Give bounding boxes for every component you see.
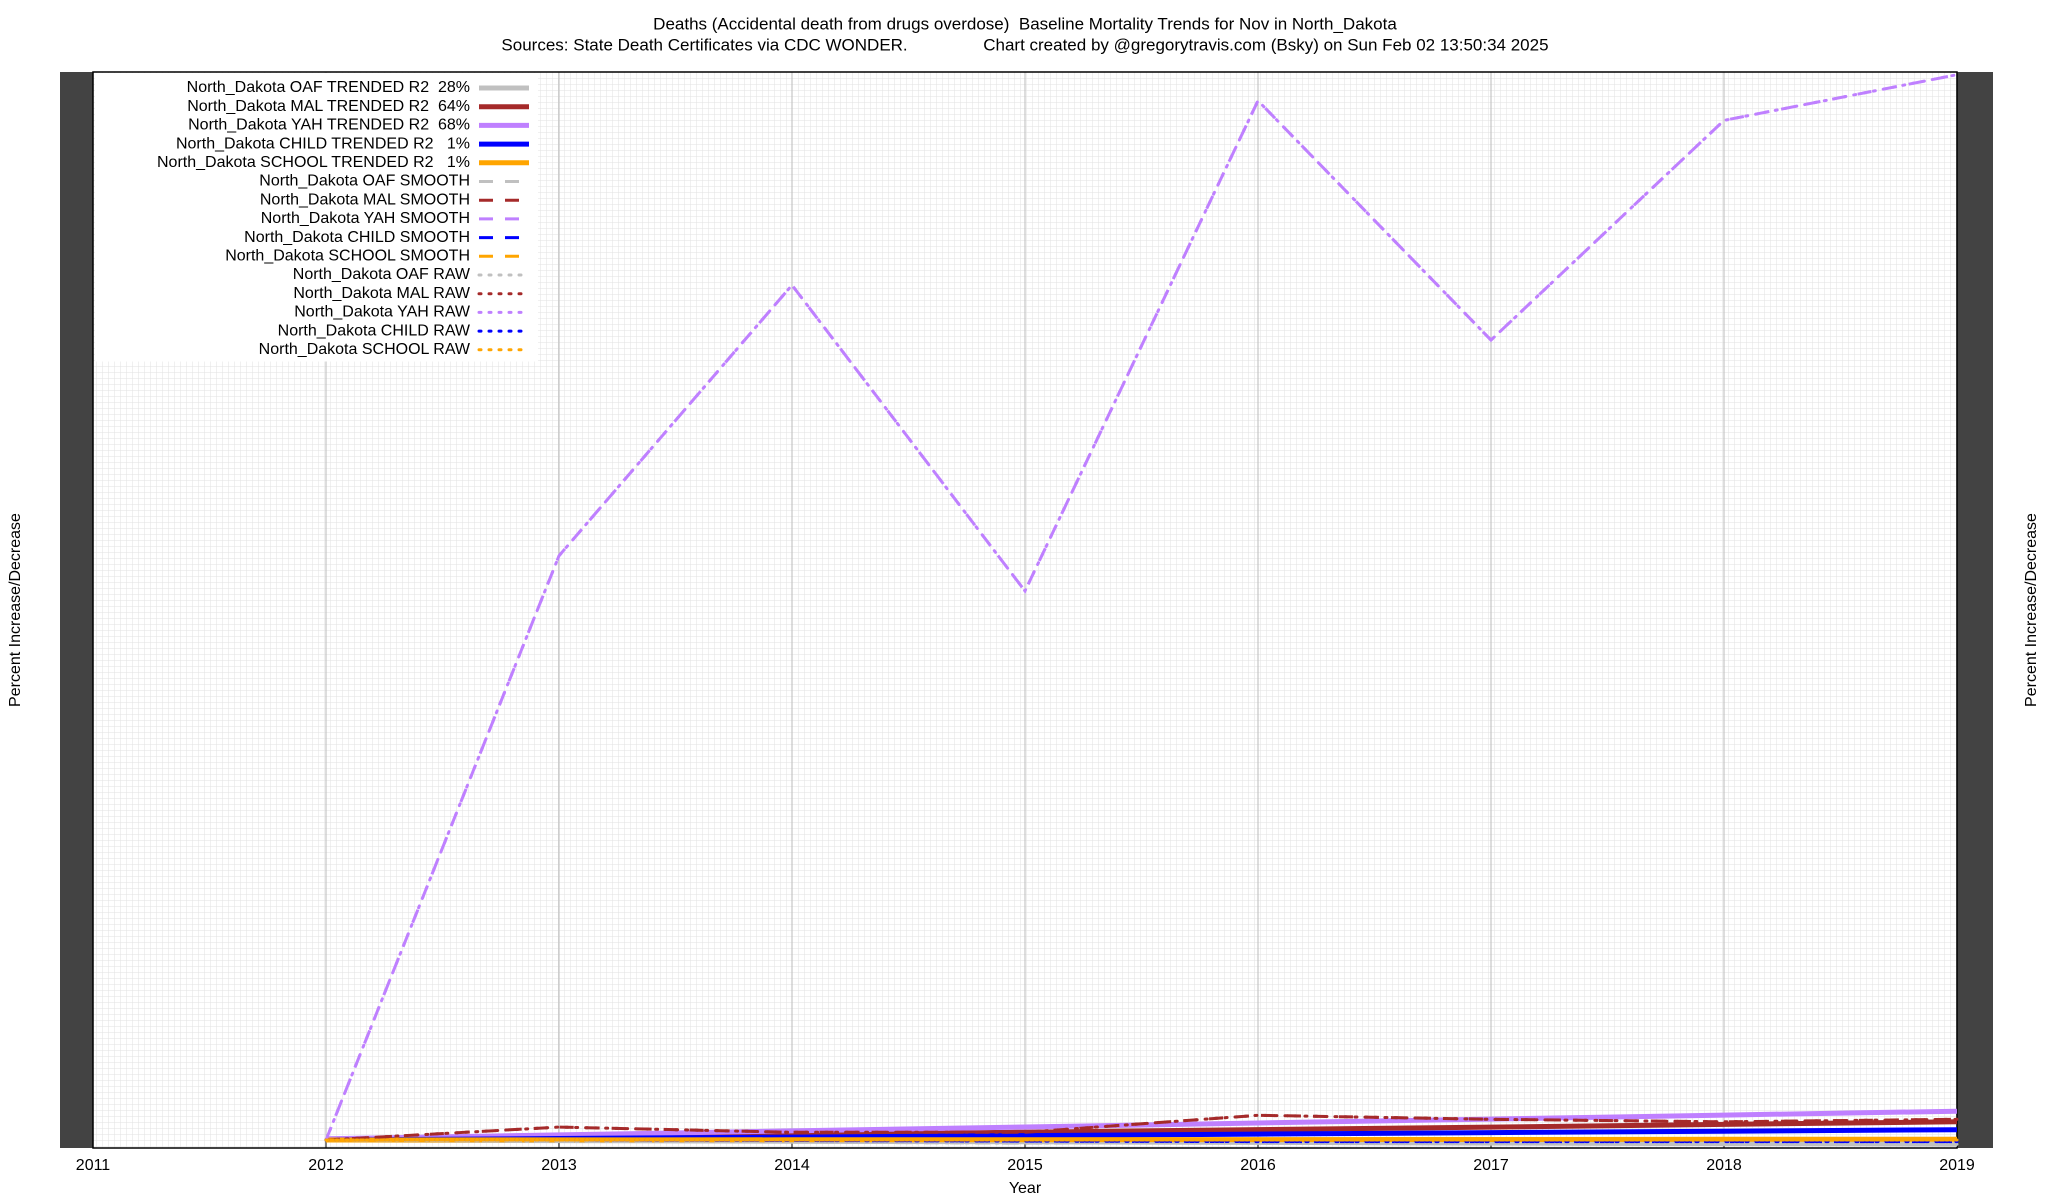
legend-label: North_Dakota OAF SMOOTH — [259, 173, 470, 190]
x-tick-label: 2016 — [1240, 1157, 1276, 1174]
tick-label-mass — [1957, 72, 1993, 1148]
x-tick-label: 2011 — [76, 1157, 111, 1174]
legend-label: North_Dakota YAH SMOOTH — [261, 210, 470, 227]
y2-axis-label: Percent Increase/Decrease — [2023, 513, 2040, 707]
legend-label: North_Dakota SCHOOL RAW — [259, 341, 471, 358]
tick-label-mass — [60, 72, 93, 1148]
y-axis-label: Percent Increase/Decrease — [7, 513, 24, 707]
chart-subtitle: Sources: State Death Certificates via CD… — [501, 35, 1548, 54]
legend-label: North_Dakota MAL TRENDED R2 64% — [187, 98, 470, 115]
plot-frame — [92, 71, 1958, 1149]
legend-label: North_Dakota MAL SMOOTH — [260, 191, 470, 208]
legend-label: North_Dakota CHILD RAW — [278, 322, 471, 339]
x-axis-label: Year — [1009, 1180, 1042, 1197]
x-tick-label: 2018 — [1706, 1157, 1742, 1174]
x-tick-label: 2013 — [541, 1157, 577, 1174]
x-tick-label: 2012 — [308, 1157, 344, 1174]
x-tick-label: 2015 — [1007, 1157, 1043, 1174]
legend-label: North_Dakota CHILD SMOOTH — [244, 229, 470, 246]
x-tick-label: 2014 — [774, 1157, 810, 1174]
legend-label: North_Dakota SCHOOL TRENDED R2 1% — [157, 154, 470, 171]
legend-label: North_Dakota OAF RAW — [293, 266, 471, 283]
chart-title: Deaths (Accidental death from drugs over… — [653, 14, 1397, 33]
series-line — [324, 1113, 1959, 1142]
legend-label: North_Dakota YAH RAW — [294, 304, 471, 321]
series-line — [324, 73, 1959, 1142]
legend-label: North_Dakota CHILD TRENDED R2 1% — [176, 135, 470, 152]
legend-label: North_Dakota SCHOOL SMOOTH — [225, 248, 470, 265]
legend-label: North_Dakota MAL RAW — [293, 285, 471, 302]
legend-box — [95, 73, 538, 362]
legend-label: North_Dakota OAF TRENDED R2 28% — [187, 79, 470, 96]
x-tick-label: 2017 — [1473, 1157, 1509, 1174]
x-tick-label: 2019 — [1939, 1157, 1975, 1174]
legend-label: North_Dakota YAH TRENDED R2 68% — [188, 117, 470, 134]
